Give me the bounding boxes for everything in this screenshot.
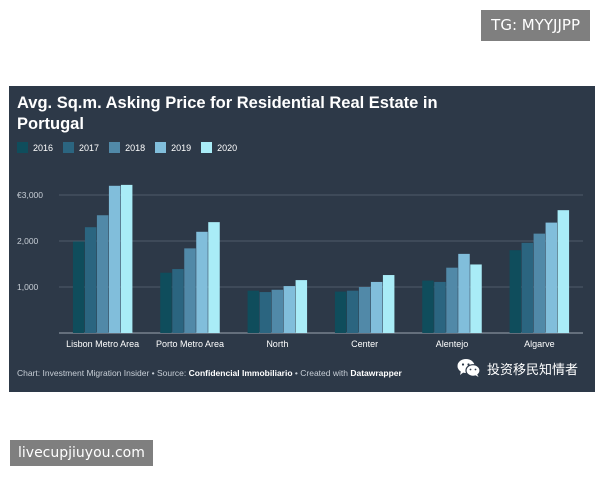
x-tick-label: Center (351, 339, 378, 349)
legend-item-2019: 2019 (155, 142, 191, 153)
bar-2019 (370, 281, 383, 333)
wechat-icon (457, 359, 481, 377)
legend-swatch (155, 142, 167, 153)
badge-text: 投资移民知情者 (487, 362, 579, 378)
legend-item-2018: 2018 (109, 142, 145, 153)
x-tick-label: Alentejo (436, 339, 469, 349)
bar-2017 (259, 292, 272, 333)
legend-item-2017: 2017 (63, 142, 99, 153)
chart-plot: €3,000 2,000 1,000 Lisbon Metro Area Porto M… (17, 184, 583, 349)
legend-swatch (63, 142, 75, 153)
footer-tool: Datawrapper (350, 368, 402, 378)
legend-label: 2018 (125, 142, 146, 153)
bar-2017 (434, 281, 446, 333)
bar-2018 (96, 215, 109, 333)
bar-2016 (334, 291, 347, 333)
legend-label: 2017 (79, 142, 100, 153)
bar-2016 (422, 280, 434, 333)
x-tick-label: Lisbon Metro Area (66, 339, 139, 349)
y-tick-label: 1,000 (17, 282, 39, 292)
chart-legend: 2016 2017 2018 2019 2020 (17, 142, 237, 153)
footer-source: Confidencial Immobiliario (188, 368, 293, 378)
chart-footer: Chart: Investment Migration Insider • So… (17, 368, 402, 378)
watermark-bottom: livecupjiuyou.com (10, 440, 153, 466)
wechat-badge: 投资移民知情者 (457, 358, 578, 378)
bar-2017 (521, 242, 534, 333)
bar-2016 (72, 241, 85, 333)
bar-2019 (196, 231, 208, 333)
legend-item-2016: 2016 (17, 142, 53, 153)
legend-label: 2016 (33, 142, 54, 153)
footer-middle: • Created with (292, 368, 351, 378)
bar-2018 (533, 233, 546, 333)
bar-2018 (184, 248, 196, 333)
bar-2017 (346, 290, 359, 333)
y-tick-label: €3,000 (17, 190, 43, 200)
bar-2016 (247, 290, 260, 333)
legend-swatch (17, 142, 28, 153)
bar-2020 (208, 222, 220, 333)
bar-2017 (172, 269, 184, 333)
watermark-top: TG: MYYJJPP (481, 10, 590, 41)
legend-item-2020: 2020 (201, 142, 237, 153)
chart-title: Avg. Sq.m. Asking Price for Residential … (17, 94, 438, 133)
legend-label: 2020 (217, 142, 238, 153)
x-tick-label: Porto Metro Area (156, 339, 224, 349)
chart-card: Avg. Sq.m. Asking Price for Residential … (9, 86, 595, 392)
bar-2018 (358, 287, 371, 333)
bar-2019 (458, 253, 470, 333)
x-tick-label: North (266, 339, 288, 349)
bar-2019 (108, 185, 121, 333)
legend-swatch (109, 142, 121, 153)
bar-2018 (446, 267, 458, 333)
bar-2019 (283, 286, 296, 333)
footer-prefix: Chart: Investment Migration Insider • So… (17, 368, 189, 378)
legend-swatch (201, 142, 213, 153)
bar-2020 (120, 184, 133, 333)
bar-2020 (557, 210, 570, 333)
bar-2016 (509, 250, 522, 333)
bar-2020 (295, 280, 308, 333)
bar-2016 (160, 272, 172, 333)
bar-2019 (545, 222, 558, 333)
bar-2020 (470, 264, 482, 333)
bar-2017 (84, 227, 97, 333)
bar-2020 (382, 275, 395, 333)
legend-label: 2019 (171, 142, 192, 153)
bar-2018 (271, 289, 284, 333)
y-tick-label: 2,000 (17, 236, 39, 246)
x-tick-label: Algarve (524, 339, 555, 349)
